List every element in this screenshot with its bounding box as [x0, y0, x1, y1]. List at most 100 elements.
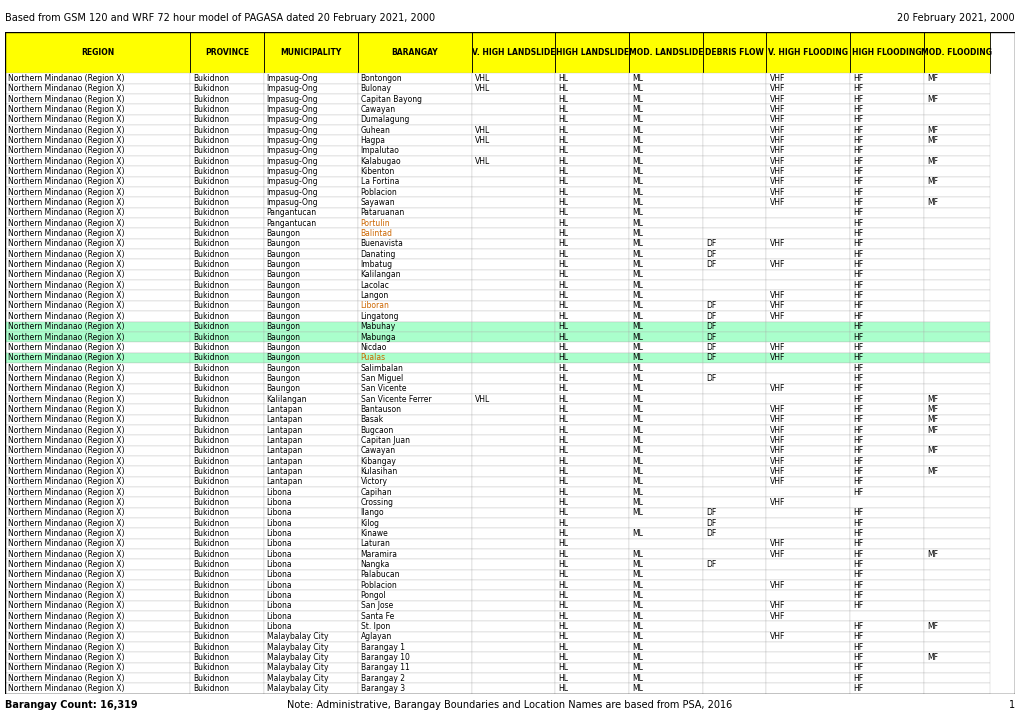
- Bar: [190, 466, 263, 477]
- Bar: [471, 198, 555, 208]
- Text: Bukidnon: Bukidnon: [193, 632, 228, 641]
- Bar: [702, 322, 765, 332]
- Bar: [555, 105, 629, 115]
- Bar: [263, 559, 358, 570]
- Bar: [850, 508, 923, 518]
- Bar: [629, 487, 702, 497]
- Text: DF: DF: [705, 560, 715, 569]
- Bar: [629, 301, 702, 311]
- Text: Northern Mindanao (Region X): Northern Mindanao (Region X): [8, 611, 124, 621]
- Text: HL: HL: [558, 177, 568, 187]
- Bar: [629, 249, 702, 260]
- Bar: [850, 549, 923, 559]
- Bar: [923, 528, 988, 539]
- Bar: [263, 653, 358, 663]
- Bar: [923, 622, 988, 632]
- Text: Libona: Libona: [266, 601, 292, 610]
- Bar: [190, 456, 263, 466]
- Bar: [358, 363, 471, 373]
- Bar: [190, 404, 263, 415]
- Text: Northern Mindanao (Region X): Northern Mindanao (Region X): [8, 642, 124, 652]
- Bar: [923, 280, 988, 291]
- Bar: [629, 466, 702, 477]
- Bar: [358, 559, 471, 570]
- Bar: [702, 394, 765, 404]
- Text: Baungon: Baungon: [266, 280, 301, 290]
- Bar: [702, 466, 765, 477]
- Bar: [923, 187, 988, 198]
- Bar: [190, 653, 263, 663]
- Text: Bukidnon: Bukidnon: [193, 591, 228, 600]
- Bar: [629, 404, 702, 415]
- Bar: [263, 549, 358, 559]
- Bar: [765, 559, 850, 570]
- Bar: [923, 125, 988, 136]
- Bar: [850, 394, 923, 404]
- Text: VHL: VHL: [474, 125, 489, 135]
- Bar: [629, 384, 702, 394]
- Bar: [358, 622, 471, 632]
- Bar: [471, 559, 555, 570]
- Text: HF: HF: [853, 653, 863, 662]
- Text: HF: HF: [853, 425, 863, 435]
- Bar: [629, 146, 702, 156]
- Bar: [629, 156, 702, 167]
- Text: Bukidnon: Bukidnon: [193, 539, 228, 548]
- Bar: [765, 435, 850, 446]
- Bar: [923, 198, 988, 208]
- Bar: [190, 663, 263, 673]
- Text: Pangantucan: Pangantucan: [266, 218, 317, 228]
- Bar: [263, 270, 358, 280]
- Text: HF: HF: [853, 508, 863, 517]
- Bar: [358, 425, 471, 435]
- Bar: [358, 518, 471, 528]
- Bar: [471, 539, 555, 549]
- Text: Poblacion: Poblacion: [360, 187, 397, 197]
- Bar: [702, 156, 765, 167]
- Bar: [190, 632, 263, 642]
- Bar: [5, 167, 190, 177]
- Bar: [629, 601, 702, 611]
- Text: Impasug-Ong: Impasug-Ong: [266, 136, 318, 145]
- Text: VHL: VHL: [474, 136, 489, 145]
- Text: Libona: Libona: [266, 498, 292, 507]
- Bar: [263, 94, 358, 105]
- Bar: [702, 508, 765, 518]
- Text: Bukidnon: Bukidnon: [193, 642, 228, 652]
- Bar: [471, 435, 555, 446]
- Text: Lantapan: Lantapan: [266, 467, 303, 476]
- Text: Northern Mindanao (Region X): Northern Mindanao (Region X): [8, 539, 124, 548]
- Text: ML: ML: [632, 218, 642, 228]
- Bar: [358, 549, 471, 559]
- Text: VHF: VHF: [768, 549, 785, 559]
- Text: DF: DF: [705, 301, 715, 311]
- Text: HF: HF: [853, 456, 863, 466]
- Bar: [923, 94, 988, 105]
- Bar: [765, 653, 850, 663]
- Bar: [850, 94, 923, 105]
- Bar: [702, 384, 765, 394]
- Bar: [190, 394, 263, 404]
- Text: HL: HL: [558, 239, 568, 249]
- Text: Northern Mindanao (Region X): Northern Mindanao (Region X): [8, 384, 124, 393]
- Text: HL: HL: [558, 498, 568, 507]
- Bar: [358, 477, 471, 487]
- Bar: [263, 394, 358, 404]
- Bar: [190, 446, 263, 456]
- Bar: [190, 601, 263, 611]
- Text: Northern Mindanao (Region X): Northern Mindanao (Region X): [8, 518, 124, 528]
- Text: VHF: VHF: [768, 187, 785, 197]
- Bar: [702, 622, 765, 632]
- Bar: [263, 353, 358, 363]
- Bar: [850, 477, 923, 487]
- Bar: [765, 425, 850, 435]
- Text: HF: HF: [853, 156, 863, 166]
- Bar: [263, 311, 358, 322]
- Text: ML: ML: [632, 394, 642, 404]
- Bar: [358, 218, 471, 229]
- Bar: [555, 549, 629, 559]
- Bar: [702, 373, 765, 384]
- Text: Northern Mindanao (Region X): Northern Mindanao (Region X): [8, 415, 124, 424]
- Bar: [263, 167, 358, 177]
- Text: Aglayan: Aglayan: [360, 632, 391, 641]
